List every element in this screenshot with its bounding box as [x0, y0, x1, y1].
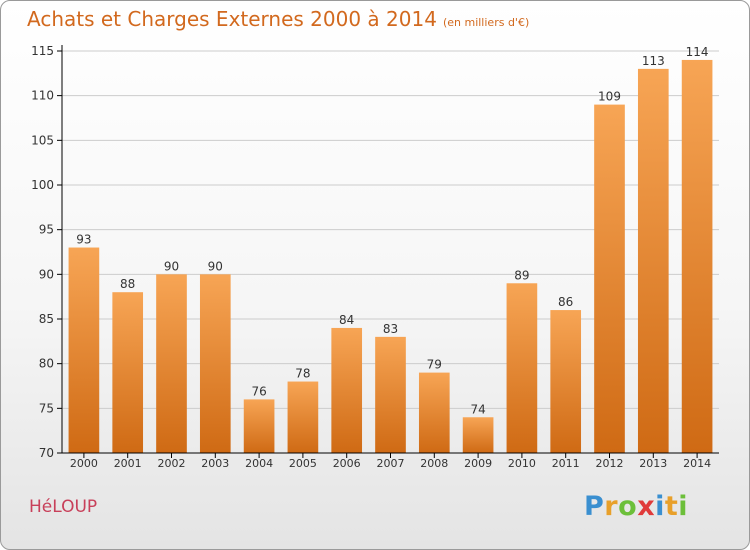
- data-label: 86: [558, 295, 573, 309]
- bar: [287, 381, 319, 453]
- x-tick-label: 2008: [420, 457, 448, 470]
- axes: [57, 45, 719, 458]
- x-tick-label: 2012: [596, 457, 624, 470]
- chart-title: Achats et Charges Externes 2000 à 2014 (e…: [27, 7, 529, 31]
- x-tick-label: 2000: [70, 457, 98, 470]
- logo-letter: x: [637, 491, 656, 522]
- y-tick-label: 105: [31, 133, 54, 147]
- bar: [243, 399, 275, 453]
- data-label: 93: [76, 233, 91, 247]
- data-label: 84: [339, 313, 354, 327]
- logo-letter: P: [584, 491, 605, 522]
- bar: [68, 247, 100, 453]
- y-tick-label: 85: [39, 312, 54, 326]
- bar: [375, 336, 406, 453]
- y-tick-label: 115: [31, 44, 54, 58]
- x-tick-label: 2014: [683, 457, 711, 470]
- y-tick-label: 70: [39, 446, 54, 460]
- bar: [156, 274, 187, 453]
- data-label: 83: [383, 322, 398, 336]
- y-tick-label: 100: [31, 178, 54, 192]
- data-label: 88: [120, 277, 135, 291]
- bar: [462, 417, 494, 453]
- bar: [418, 372, 450, 453]
- logo-letter: o: [618, 491, 638, 522]
- logo-letter: i: [655, 491, 665, 522]
- data-label: 113: [642, 54, 665, 68]
- y-tick-label: 95: [39, 223, 54, 237]
- bar: [112, 292, 144, 453]
- x-tick-label: 2002: [158, 457, 186, 470]
- data-label: 89: [514, 268, 529, 282]
- logo-letter: r: [604, 491, 619, 522]
- x-tick-label: 2004: [245, 457, 273, 470]
- bar: [550, 310, 582, 453]
- y-tick-label: 80: [39, 357, 54, 371]
- bar: [506, 283, 538, 453]
- data-label: 79: [427, 358, 442, 372]
- x-tick-label: 2013: [639, 457, 667, 470]
- x-tick-label: 2010: [508, 457, 536, 470]
- bar: [594, 104, 625, 453]
- logo-letter: i: [678, 491, 689, 522]
- bar: [199, 274, 231, 453]
- data-label: 109: [598, 90, 621, 104]
- title-main: Achats et Charges Externes 2000 à 2014: [27, 7, 437, 31]
- x-tick-label: 2003: [201, 457, 229, 470]
- data-label: 78: [295, 367, 310, 381]
- data-label: 76: [251, 384, 266, 398]
- x-tick-label: 2011: [552, 457, 580, 470]
- x-tick-label: 2009: [464, 457, 492, 470]
- commune-name: HéLOUP: [29, 497, 98, 517]
- x-tick-label: 2006: [333, 457, 361, 470]
- labels: 70 75 80 85 90 95 100 105 110 115 93 2000 88 2001 90 20…: [31, 44, 711, 470]
- bars: [68, 59, 713, 453]
- title-unit: (en milliers d'€): [442, 16, 530, 29]
- y-tick-label: 90: [39, 267, 54, 281]
- data-label: 74: [470, 402, 485, 416]
- bar: [331, 327, 363, 453]
- x-tick-label: 2007: [377, 457, 405, 470]
- x-tick-label: 2005: [289, 457, 317, 470]
- bar: [681, 59, 713, 453]
- data-label: 90: [208, 259, 223, 273]
- data-label: 114: [686, 45, 709, 59]
- y-tick-label: 75: [39, 401, 54, 415]
- x-tick-label: 2001: [114, 457, 142, 470]
- data-label: 90: [164, 259, 179, 273]
- bar: [637, 68, 669, 453]
- proxiti-logo: Proxiti: [584, 491, 688, 522]
- y-tick-label: 110: [31, 89, 54, 103]
- logo-letter: t: [664, 491, 679, 522]
